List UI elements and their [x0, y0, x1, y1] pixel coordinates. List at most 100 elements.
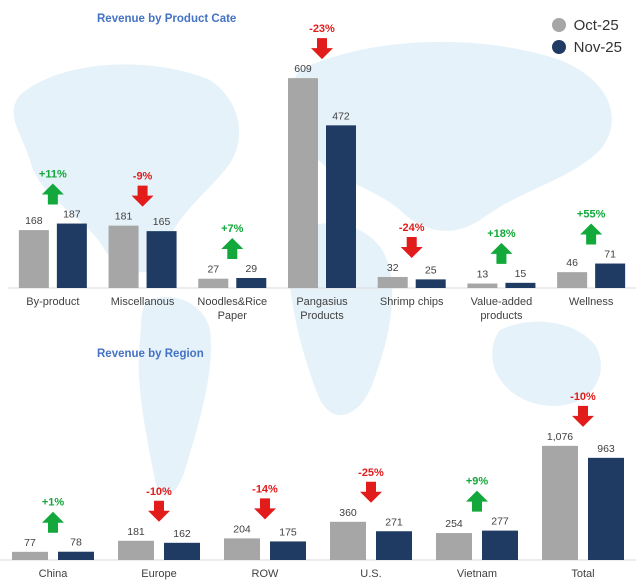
legend-swatch-nov [551, 40, 566, 54]
value-label-row-nov: 175 [279, 526, 297, 538]
change-arrow-value-added-products [490, 242, 513, 264]
change-label-shrimp-chips: -24% [399, 222, 425, 234]
change-label-miscellanous: -9% [133, 171, 153, 183]
change-arrow-pangasius-products [311, 38, 333, 60]
bar-total-nov [588, 457, 624, 560]
category-label-by-product: By-product [26, 296, 79, 308]
category-label-row: ROW [252, 568, 280, 580]
legend-label-nov: Nov-25 [573, 38, 622, 56]
map-landmass-1 [138, 296, 211, 497]
value-label-u-s-nov: 271 [385, 516, 403, 528]
value-label-wellness-nov: 71 [604, 249, 616, 261]
category-label-europe: Europe [141, 568, 176, 580]
value-label-vietnam-nov: 277 [491, 516, 509, 528]
value-label-total-oct: 1,076 [547, 431, 573, 443]
change-label-total: -10% [570, 391, 596, 403]
value-label-miscellanous-oct: 181 [115, 211, 133, 223]
bar-shrimp-chips-oct [377, 276, 408, 288]
value-label-shrimp-chips-nov: 25 [425, 264, 437, 276]
bar-china-nov [58, 551, 94, 560]
bar-row-nov [270, 541, 306, 560]
category-label-pangasius-products: Pangasius Products [296, 296, 348, 322]
bar-europe-nov [164, 542, 200, 560]
change-arrow-row [254, 498, 276, 520]
value-label-pangasius-products-oct: 609 [294, 63, 312, 75]
bar-wellness-oct [557, 272, 588, 288]
category-label-vietnam: Vietnam [457, 568, 497, 580]
map-landmass-0 [13, 64, 240, 273]
value-label-miscellanous-nov: 165 [153, 216, 171, 228]
bar-vietnam-nov [482, 530, 518, 560]
chart-title: Revenue by Region [97, 348, 204, 360]
value-label-total-nov: 963 [597, 443, 615, 455]
change-label-china: +1% [42, 497, 65, 509]
change-label-by-product: +11% [39, 169, 67, 181]
value-label-row-oct: 204 [233, 523, 251, 535]
legend-item-oct: Oct-25 [551, 14, 622, 36]
value-label-value-added-products-oct: 13 [477, 269, 489, 281]
change-label-europe: -10% [146, 486, 172, 498]
bar-row-oct [224, 538, 260, 560]
value-label-pangasius-products-nov: 472 [332, 110, 350, 122]
value-label-by-product-oct: 168 [25, 215, 43, 227]
chart-title: Revenue by Product Cate [97, 13, 236, 25]
bar-shrimp-chips-nov [415, 279, 446, 288]
bar-noodles-rice-paper-nov [236, 278, 267, 288]
legend-item-nov: Nov-25 [551, 36, 622, 58]
bar-by-product-oct [18, 230, 49, 288]
value-label-vietnam-oct: 254 [445, 518, 463, 530]
value-label-value-added-products-nov: 15 [515, 268, 527, 280]
change-label-pangasius-products: -23% [309, 23, 335, 35]
change-label-u-s: -25% [358, 467, 384, 479]
category-label-wellness: Wellness [569, 296, 614, 308]
product-category-chart: Revenue by Product Cate 168 187 +11% By-prod… [8, 13, 636, 322]
legend: Oct-25 Nov-25 [551, 14, 622, 58]
bar-china-oct [12, 551, 48, 560]
bar-miscellanous-nov [146, 231, 177, 288]
change-arrow-wellness [580, 223, 603, 245]
bar-vietnam-oct [436, 533, 472, 560]
bar-by-product-nov [56, 223, 87, 288]
category-label-u-s: U.S. [360, 568, 381, 580]
change-label-vietnam: +9% [466, 476, 489, 488]
value-label-noodles-rice-paper-oct: 27 [207, 264, 219, 276]
value-label-europe-oct: 181 [127, 526, 145, 538]
bar-value-added-products-oct [467, 283, 498, 288]
bar-value-added-products-nov [505, 282, 536, 288]
change-arrow-china [42, 511, 64, 533]
bar-pangasius-products-nov [326, 125, 356, 288]
change-arrow-total [572, 405, 594, 427]
change-arrow-shrimp-chips [400, 236, 423, 258]
change-arrow-vietnam [466, 490, 488, 512]
bar-u-s-oct [330, 521, 366, 560]
value-label-shrimp-chips-oct: 32 [387, 262, 399, 274]
map-landmass-4 [492, 321, 601, 406]
category-label-shrimp-chips: Shrimp chips [380, 296, 444, 308]
map-landmass-2 [290, 41, 612, 231]
category-label-china: China [39, 568, 69, 580]
value-label-wellness-oct: 46 [566, 257, 578, 269]
value-label-by-product-nov: 187 [63, 209, 81, 221]
change-label-noodles-rice-paper: +7% [221, 223, 244, 235]
change-label-row: -14% [252, 483, 278, 495]
change-label-value-added-products: +18% [487, 228, 516, 240]
legend-swatch-oct [551, 18, 566, 32]
bar-wellness-nov [595, 263, 626, 288]
category-label-noodles-rice-paper: Noodles&Rice Paper [197, 296, 267, 322]
region-chart: Revenue by Region 77 78 +1% China 181 162 -10% E… [0, 348, 636, 580]
bar-noodles-rice-paper-oct [198, 278, 229, 288]
legend-label-oct: Oct-25 [573, 16, 619, 34]
value-label-europe-nov: 162 [173, 528, 191, 540]
category-label-miscellanous: Miscellanous [111, 296, 175, 308]
value-label-china-oct: 77 [24, 537, 36, 549]
change-arrow-europe [148, 500, 170, 522]
change-label-wellness: +55% [577, 209, 606, 221]
bar-total-oct [542, 445, 578, 560]
change-arrow-u-s [360, 481, 382, 503]
change-arrow-by-product [41, 183, 64, 205]
change-arrow-noodles-rice-paper [221, 238, 244, 260]
bar-pangasius-products-oct [288, 78, 318, 288]
value-label-noodles-rice-paper-nov: 29 [245, 263, 257, 275]
category-label-value-added-products: Value-added products [471, 296, 533, 322]
